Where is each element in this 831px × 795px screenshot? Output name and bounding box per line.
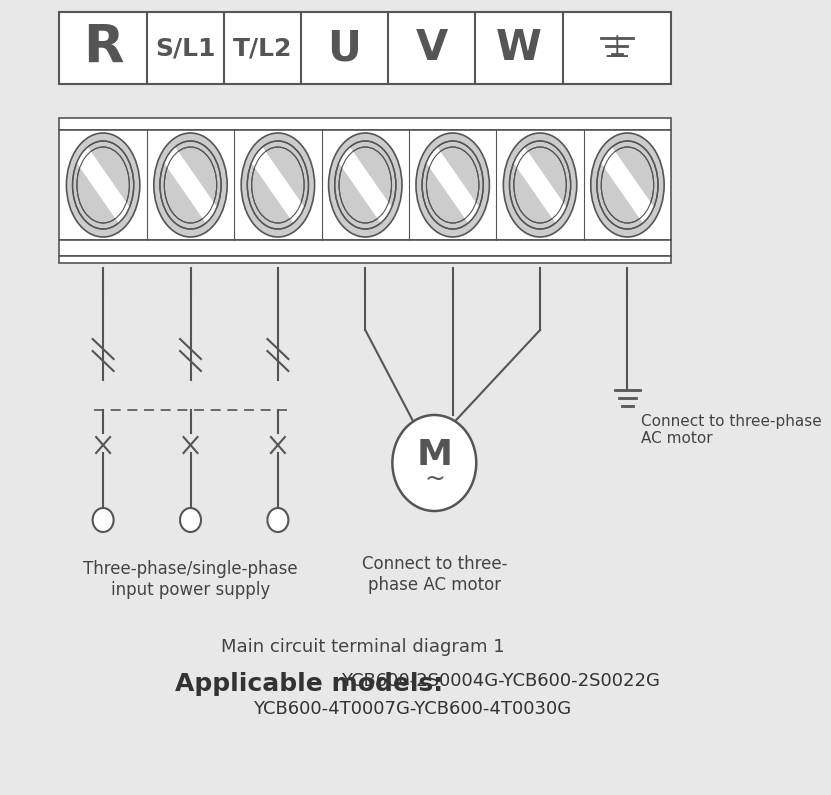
Ellipse shape [591, 133, 664, 237]
FancyBboxPatch shape [60, 118, 671, 130]
Text: W: W [496, 27, 542, 69]
FancyBboxPatch shape [60, 12, 671, 84]
Ellipse shape [335, 141, 396, 229]
Text: YCB600-2S0004G-YCB600-2S0022G: YCB600-2S0004G-YCB600-2S0022G [341, 672, 660, 690]
Text: V: V [416, 27, 448, 69]
Circle shape [392, 415, 476, 511]
Ellipse shape [339, 147, 391, 223]
Text: Connect to three-phase
AC motor: Connect to three-phase AC motor [641, 414, 821, 446]
Text: U: U [327, 27, 361, 69]
Text: Applicable models:: Applicable models: [175, 672, 443, 696]
Ellipse shape [241, 133, 315, 237]
Ellipse shape [416, 133, 489, 237]
Ellipse shape [72, 141, 134, 229]
Ellipse shape [66, 133, 140, 237]
Polygon shape [76, 147, 131, 223]
Polygon shape [337, 147, 393, 223]
Ellipse shape [328, 133, 402, 237]
Ellipse shape [426, 147, 479, 223]
Ellipse shape [509, 141, 571, 229]
FancyBboxPatch shape [60, 240, 671, 256]
Polygon shape [512, 147, 568, 223]
Ellipse shape [504, 133, 577, 237]
Text: ~: ~ [424, 467, 445, 491]
Polygon shape [600, 147, 656, 223]
Ellipse shape [248, 141, 308, 229]
Circle shape [92, 508, 114, 532]
Polygon shape [425, 147, 480, 223]
Text: Three-phase/single-phase
input power supply: Three-phase/single-phase input power sup… [83, 560, 297, 599]
Ellipse shape [597, 141, 658, 229]
Text: YCB600-4T0007G-YCB600-4T0030G: YCB600-4T0007G-YCB600-4T0030G [253, 700, 572, 718]
Polygon shape [250, 147, 306, 223]
Text: Connect to three-
phase AC motor: Connect to three- phase AC motor [361, 555, 507, 594]
Text: M: M [416, 438, 452, 472]
Ellipse shape [514, 147, 566, 223]
Ellipse shape [422, 141, 484, 229]
FancyBboxPatch shape [60, 130, 671, 240]
Ellipse shape [165, 147, 217, 223]
Circle shape [268, 508, 288, 532]
Text: R: R [83, 22, 124, 74]
Circle shape [180, 508, 201, 532]
Ellipse shape [154, 133, 227, 237]
Ellipse shape [77, 147, 130, 223]
Text: T/L2: T/L2 [233, 36, 292, 60]
Ellipse shape [252, 147, 304, 223]
Ellipse shape [602, 147, 654, 223]
Text: Main circuit terminal diagram 1: Main circuit terminal diagram 1 [221, 638, 504, 656]
Text: S/L1: S/L1 [155, 36, 215, 60]
Polygon shape [163, 147, 219, 223]
Ellipse shape [160, 141, 221, 229]
FancyBboxPatch shape [60, 256, 671, 263]
Text: ⊥: ⊥ [603, 33, 630, 63]
